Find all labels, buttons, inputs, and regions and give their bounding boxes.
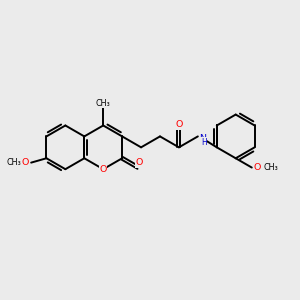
Text: O: O — [254, 163, 261, 172]
Text: CH₃: CH₃ — [6, 158, 21, 167]
Text: O: O — [22, 158, 29, 167]
Text: H: H — [201, 138, 207, 147]
Text: CH₃: CH₃ — [264, 163, 278, 172]
Text: CH₃: CH₃ — [96, 99, 111, 108]
Text: O: O — [175, 120, 183, 129]
Text: N: N — [199, 134, 206, 143]
Text: O: O — [136, 158, 143, 167]
Text: O: O — [100, 165, 107, 174]
